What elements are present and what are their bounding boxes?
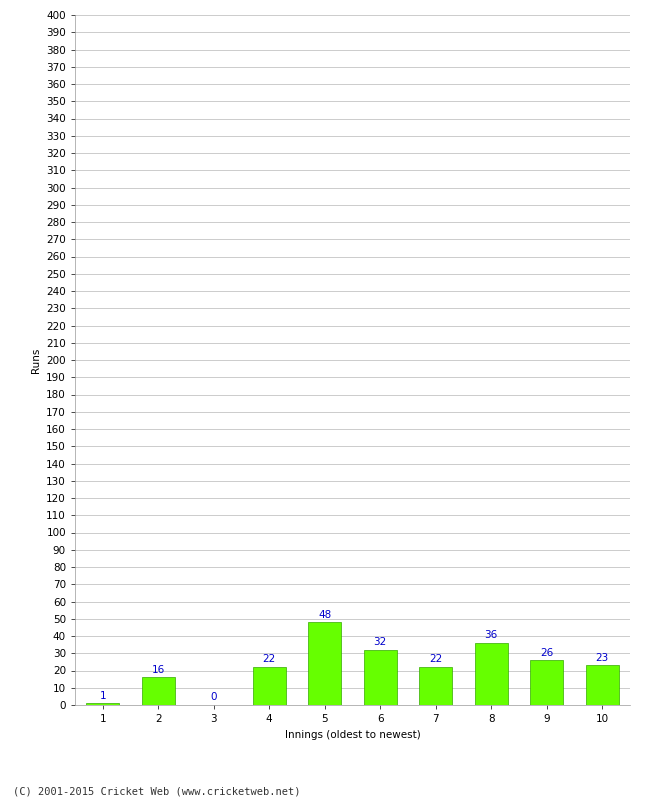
Text: 22: 22: [263, 654, 276, 665]
Bar: [530, 660, 564, 705]
Y-axis label: Runs: Runs: [31, 347, 41, 373]
Text: 23: 23: [595, 653, 609, 662]
Bar: [474, 643, 508, 705]
Text: 36: 36: [485, 630, 498, 640]
Bar: [363, 650, 397, 705]
Bar: [86, 703, 120, 705]
Text: 26: 26: [540, 647, 553, 658]
Text: 16: 16: [151, 665, 165, 675]
Text: 22: 22: [429, 654, 443, 665]
Text: 32: 32: [374, 638, 387, 647]
Text: (C) 2001-2015 Cricket Web (www.cricketweb.net): (C) 2001-2015 Cricket Web (www.cricketwe…: [13, 786, 300, 796]
Text: 48: 48: [318, 610, 332, 620]
Bar: [586, 666, 619, 705]
Bar: [419, 667, 452, 705]
Text: 0: 0: [211, 693, 217, 702]
Bar: [308, 622, 341, 705]
X-axis label: Innings (oldest to newest): Innings (oldest to newest): [285, 730, 421, 739]
Bar: [253, 667, 286, 705]
Bar: [142, 678, 175, 705]
Text: 1: 1: [99, 690, 106, 701]
